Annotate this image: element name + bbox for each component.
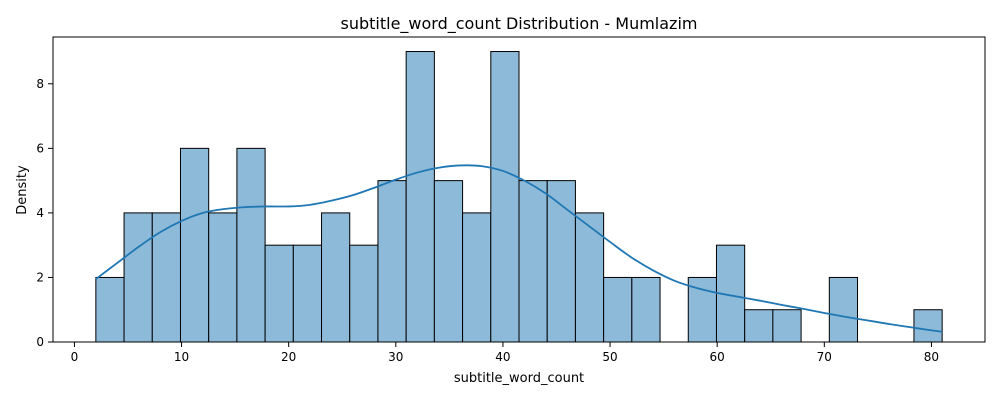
histogram-bar — [631, 276, 661, 343]
histogram-bar — [405, 51, 435, 343]
histogram-bar — [433, 180, 464, 343]
x-tick-label: 20 — [281, 350, 296, 364]
histogram-bar — [574, 212, 605, 343]
y-tick-label: 0 — [36, 335, 44, 349]
histogram-bar — [349, 244, 379, 343]
histogram-bar — [95, 276, 125, 343]
y-axis-label: Density — [15, 165, 30, 215]
histogram-bar — [151, 212, 181, 343]
y-tick-label: 8 — [36, 77, 44, 91]
histogram-bar — [546, 180, 576, 343]
histogram-bar — [490, 51, 520, 343]
histogram-bar — [772, 309, 802, 343]
x-tick-label: 10 — [174, 350, 189, 364]
histogram-bar — [828, 276, 859, 343]
y-tick-label: 4 — [36, 206, 44, 220]
bars-layer — [95, 51, 943, 343]
x-tick-label: 80 — [924, 350, 939, 364]
y-tick-label: 2 — [36, 270, 44, 284]
plot-frame — [52, 36, 986, 343]
histogram-bar — [687, 276, 717, 343]
histogram-bar — [462, 212, 492, 343]
histogram-bar — [377, 180, 407, 343]
x-axis-label: subtitle_word_count — [454, 371, 584, 386]
histogram-bar — [123, 212, 153, 343]
y-tick-label: 6 — [36, 141, 44, 155]
x-tick-label: 40 — [495, 350, 510, 364]
histogram-bar — [321, 212, 351, 343]
x-tick-label: 30 — [388, 350, 403, 364]
kde-line — [95, 164, 943, 333]
histogram-bar — [518, 180, 548, 343]
histogram-bar — [913, 309, 943, 343]
x-tick-label: 60 — [710, 350, 725, 364]
histogram-bar — [603, 276, 633, 343]
axes-layer: 0 10 20 30 40 50 60 70 80 0 2 4 6 8 — [36, 36, 986, 364]
histogram-bar — [179, 147, 210, 343]
x-tick-label: 70 — [817, 350, 832, 364]
histogram-bar — [236, 147, 266, 343]
x-tick-label: 50 — [602, 350, 617, 364]
histogram-bar — [208, 212, 238, 343]
chart-title: subtitle_word_count Distribution - Mumla… — [341, 14, 698, 34]
histogram-bar — [292, 244, 323, 343]
histogram-bar — [744, 309, 774, 343]
histogram-bar — [264, 244, 294, 343]
x-tick-label: 0 — [71, 350, 79, 364]
